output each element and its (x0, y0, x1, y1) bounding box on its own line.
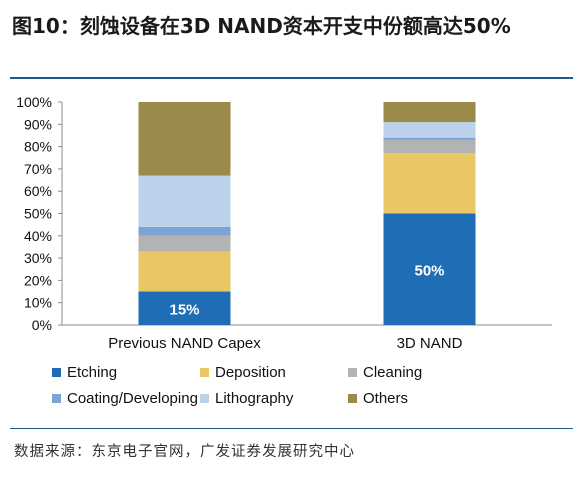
y-tick-label: 20% (24, 272, 52, 288)
legend-swatch-lithography (200, 394, 209, 403)
y-tick-label: 30% (24, 250, 52, 266)
bar-segment-coating-developing (138, 226, 231, 236)
x-tick-label: 3D NAND (397, 335, 463, 352)
y-tick-label: 50% (24, 206, 52, 222)
bar-segment-others (138, 102, 231, 176)
data-label: 50% (414, 262, 444, 279)
bar-segment-coating-developing (383, 137, 476, 140)
legend-item-cleaning: Cleaning (348, 364, 422, 381)
legend-label-coating-developing: Coating/Developing (67, 390, 198, 407)
legend-label-lithography: Lithography (215, 390, 294, 407)
bar-segment-lithography (138, 175, 231, 227)
chart-title: 图10：刻蚀设备在3D NAND资本开支中份额高达50% (12, 14, 511, 38)
bar-segment-etching (383, 213, 476, 325)
bar-segment-deposition (383, 153, 476, 214)
y-tick-label: 90% (24, 116, 52, 132)
y-tick-label: 100% (16, 94, 52, 110)
legend-swatch-etching (52, 368, 61, 377)
y-tick-label: 0% (32, 317, 52, 333)
legend-label-etching: Etching (67, 364, 118, 381)
y-tick-label: 40% (24, 228, 52, 244)
legend-swatch-deposition (200, 368, 209, 377)
legend-item-coating-developing: Coating/Developing (52, 390, 198, 407)
bar-segment-lithography (383, 122, 476, 138)
bar-segment-deposition (138, 251, 231, 292)
y-tick-label: 10% (24, 295, 52, 311)
legend-swatch-cleaning (348, 368, 357, 377)
legend-item-others: Others (348, 390, 408, 407)
source-divider (10, 428, 573, 429)
bar-segment-cleaning (138, 235, 231, 252)
y-tick-label: 80% (24, 139, 52, 155)
y-tick-label: 60% (24, 183, 52, 199)
legend-swatch-others (348, 394, 357, 403)
bar-segment-others (383, 102, 476, 123)
legend-label-cleaning: Cleaning (363, 364, 423, 381)
legend-item-etching: Etching (52, 364, 117, 381)
legend-label-others: Others (363, 390, 409, 407)
legend-label-deposition: Deposition (215, 364, 286, 381)
legend-item-lithography: Lithography (200, 390, 293, 407)
source-note: 数据来源：东京电子官网，广发证券发展研究中心 (14, 444, 355, 460)
legend-item-deposition: Deposition (200, 364, 286, 381)
title-divider (10, 77, 573, 79)
x-tick-label: Previous NAND Capex (108, 335, 261, 352)
bar-segment-cleaning (383, 139, 476, 154)
bar-segment-etching (138, 291, 231, 325)
legend-swatch-coating-developing (52, 394, 61, 403)
y-tick-label: 70% (24, 161, 52, 177)
stacked-bar-chart: 0% 10% 20% 30% 40% 50% 60% 70% 80% 90% 100% 15% Prev… (16, 94, 552, 352)
data-label: 15% (169, 301, 199, 318)
